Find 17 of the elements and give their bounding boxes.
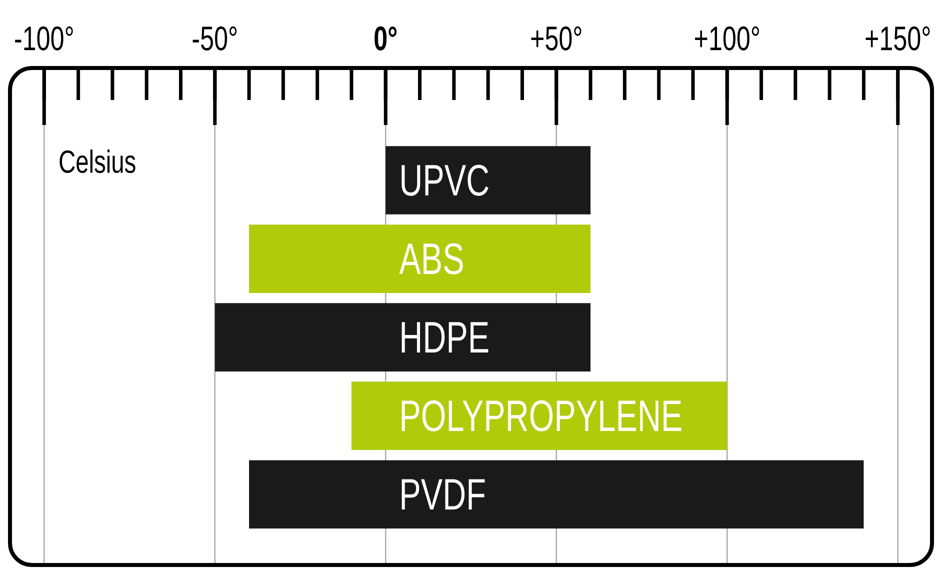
x-tick-label: +50° <box>531 26 582 50</box>
x-tick-label: -100° <box>15 26 73 50</box>
x-tick-label: +150° <box>866 26 930 50</box>
y-tick-label: UPVC <box>402 164 488 196</box>
y-tick-label: PVDF <box>402 479 485 510</box>
annotation: Celsius <box>60 150 136 174</box>
bar <box>249 224 591 293</box>
bar <box>249 460 864 528</box>
x-tick-label: +100° <box>694 26 759 50</box>
y-tick-label: ABS <box>399 243 463 274</box>
bar <box>214 303 591 372</box>
x-tick-label: 0° <box>374 26 397 50</box>
y-tick-label: HDPE <box>402 322 488 352</box>
bar <box>386 146 591 214</box>
x-tick-label: -50° <box>192 26 237 50</box>
y-tick-label: POLYPROPYLENE <box>402 400 682 432</box>
bar <box>351 382 728 450</box>
